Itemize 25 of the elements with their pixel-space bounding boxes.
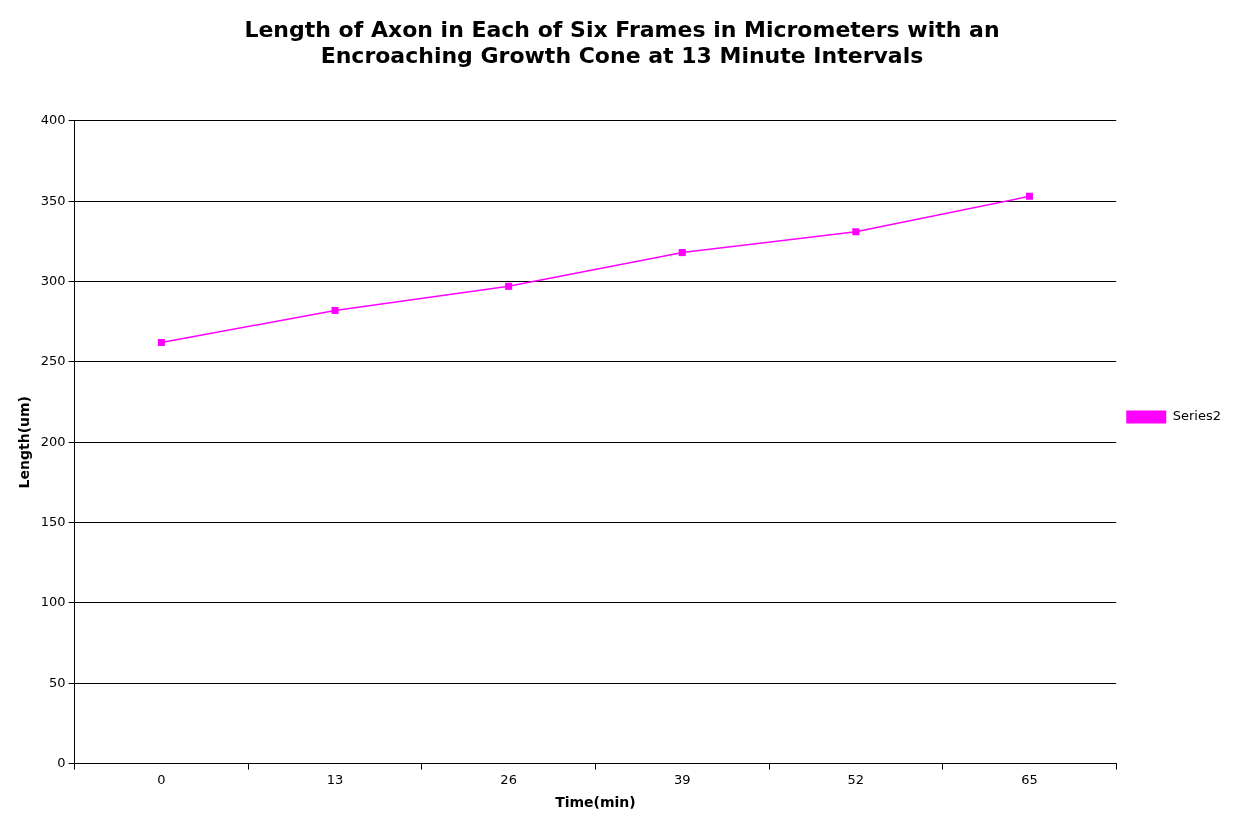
x-tick-label: 65 [1021, 771, 1038, 787]
y-tick-label: 100 [40, 594, 66, 610]
point [678, 249, 686, 257]
x-tick-label: 52 [847, 771, 865, 787]
point [157, 339, 165, 347]
x-tick-label: 26 [500, 771, 517, 787]
point [331, 306, 339, 314]
y-tick-label: 50 [49, 674, 66, 690]
y-tick-label: 0 [57, 754, 66, 770]
x-tick-label: 13 [326, 771, 344, 787]
legend-label: Series2 [1172, 408, 1221, 424]
y-tick-label: 250 [40, 353, 66, 369]
y-tick-label: 150 [40, 513, 66, 529]
x-tick-label: 0 [157, 771, 166, 787]
x-axis-title: Time(min) [555, 794, 636, 811]
chart-title: Length of Axon in Each of Six Frames in Micrometers with an Encroaching Growth Cone at 13 Minute Intervals [244, 16, 1000, 69]
point [505, 282, 513, 290]
y-tick-label: 350 [40, 192, 66, 208]
y-axis-title: Length(um) [16, 395, 33, 489]
y-tick-label: 200 [40, 433, 66, 449]
point [852, 228, 860, 236]
point [1025, 192, 1033, 200]
y-tick-label: 300 [40, 272, 66, 288]
y-tick-label: 400 [40, 112, 66, 128]
x-tick-label: 39 [673, 771, 691, 787]
